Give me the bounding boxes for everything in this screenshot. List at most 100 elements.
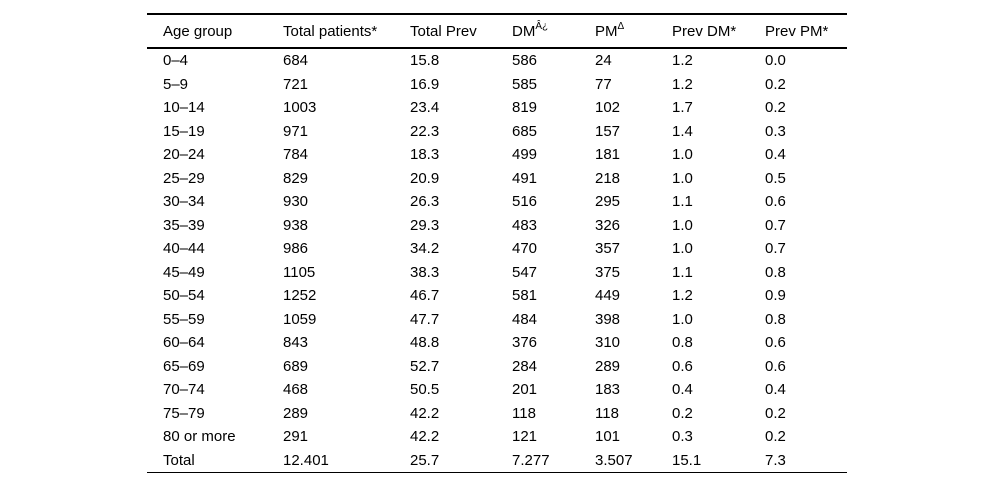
table-cell: 102	[595, 99, 621, 117]
table-cell: 52.7	[410, 357, 440, 375]
table-cell: 1059	[283, 310, 317, 328]
table-cell: 326	[595, 216, 621, 234]
table-cell: 10–14	[163, 99, 205, 117]
table-cell: 581	[512, 287, 538, 305]
column-header-label: Total Prev	[410, 22, 477, 40]
table-cell: 689	[283, 357, 309, 375]
table-cell: 157	[595, 122, 621, 140]
table-cell: 1.0	[672, 169, 693, 187]
table-cell: 398	[595, 310, 621, 328]
table-cell: 16.9	[410, 75, 440, 93]
table-row: 0–4 684 15.8 586 24 1.2 0.0	[147, 48, 847, 73]
table-cell: 15.8	[410, 52, 440, 70]
table-cell: 1003	[283, 99, 317, 117]
table-cell: 1.0	[672, 240, 693, 258]
table-cell: 585	[512, 75, 538, 93]
table-cell: 15.1	[672, 451, 702, 469]
table-cell: 986	[283, 240, 309, 258]
table-cell: 29.3	[410, 216, 440, 234]
table-cell: 930	[283, 193, 309, 211]
table-row: 15–19 971 22.3 685 157 1.4 0.3	[147, 120, 847, 144]
table-cell: 121	[512, 428, 538, 446]
column-header-label: PM	[595, 22, 618, 40]
column-header-label: Total patients*	[283, 22, 378, 40]
table-cell: 80 or more	[163, 428, 236, 446]
table-row: 70–74 468 50.5 201 183 0.4 0.4	[147, 378, 847, 402]
table-cell: 26.3	[410, 193, 440, 211]
table-cell: 0.5	[765, 169, 786, 187]
table-cell: 0.0	[765, 52, 786, 70]
table-cell: 38.3	[410, 263, 440, 281]
table-cell: 0.7	[765, 240, 786, 258]
table-cell: 1.2	[672, 287, 693, 305]
table-row: 40–44 986 34.2 470 357 1.0 0.7	[147, 237, 847, 261]
table-cell: 1.0	[672, 146, 693, 164]
table-cell: 15–19	[163, 122, 205, 140]
table-cell: 24	[595, 52, 612, 70]
table-cell: 0.8	[765, 263, 786, 281]
table-cell: 201	[512, 381, 538, 399]
table-cell: 48.8	[410, 334, 440, 352]
table-cell: 0.2	[765, 75, 786, 93]
table-cell: 218	[595, 169, 621, 187]
age-prevalence-table: Age group Total patients* Total Prev DMÂ¿ PM…	[147, 13, 847, 473]
table-cell: 295	[595, 193, 621, 211]
table-row: 5–9 721 16.9 585 77 1.2 0.2	[147, 73, 847, 97]
table-cell: 0.4	[672, 381, 693, 399]
table-row: 20–24 784 18.3 499 181 1.0 0.4	[147, 143, 847, 167]
table-row: 60–64 843 48.8 376 310 0.8 0.6	[147, 331, 847, 355]
table-cell: 0.7	[765, 216, 786, 234]
table-row: 65–69 689 52.7 284 289 0.6 0.6	[147, 355, 847, 379]
table-cell: 0.2	[765, 99, 786, 117]
table-cell: 484	[512, 310, 538, 328]
table-cell: 376	[512, 334, 538, 352]
total-row: Total 12.401 25.7 7.277 3.507 15.1 7.3	[147, 449, 847, 473]
table-row: 45–49 1105 38.3 547 375 1.1 0.8	[147, 261, 847, 285]
table-cell: 7.277	[512, 451, 550, 469]
table-cell: 1.2	[672, 75, 693, 93]
table-cell: 181	[595, 146, 621, 164]
table-cell: 183	[595, 381, 621, 399]
table-cell: 30–34	[163, 193, 205, 211]
table-cell: 0.9	[765, 287, 786, 305]
column-header-2: Total Prev	[410, 14, 512, 49]
table-cell: 0.4	[765, 146, 786, 164]
table-cell: 819	[512, 99, 538, 117]
table-cell: 470	[512, 240, 538, 258]
table-cell: 50.5	[410, 381, 440, 399]
table-cell: 971	[283, 122, 309, 140]
table-cell: 1.0	[672, 310, 693, 328]
table-cell: 3.507	[595, 451, 633, 469]
column-header-6: Prev PM*	[765, 14, 847, 49]
table-cell: 35–39	[163, 216, 205, 234]
column-header-1: Total patients*	[283, 14, 410, 49]
table-cell: 101	[595, 428, 621, 446]
table-cell: 0.8	[672, 334, 693, 352]
table-cell: 483	[512, 216, 538, 234]
table-cell: 0.6	[765, 334, 786, 352]
table-cell: 938	[283, 216, 309, 234]
table-cell: 0.6	[765, 357, 786, 375]
column-header-5: Prev DM*	[672, 14, 765, 49]
table-cell: 7.3	[765, 451, 786, 469]
column-header-superscript: Δ	[617, 20, 625, 32]
table-cell: 1.1	[672, 263, 693, 281]
table-cell: 20.9	[410, 169, 440, 187]
table-cell: 20–24	[163, 146, 205, 164]
table-cell: 23.4	[410, 99, 440, 117]
table-cell: 25.7	[410, 451, 440, 469]
table-cell: 499	[512, 146, 538, 164]
column-header-label: Age group	[163, 22, 233, 40]
column-header-0: Age group	[147, 14, 283, 49]
table-cell: 34.2	[410, 240, 440, 258]
table-cell: 0.8	[765, 310, 786, 328]
table-cell: 1.7	[672, 99, 693, 117]
column-header-4: PMΔ	[595, 14, 672, 49]
table-body: 0–4 684 15.8 586 24 1.2 0.0 5–9 721 16.9 585 77 1.2 0…	[147, 48, 847, 473]
table-row: 80 or more 291 42.2 121 101 0.3 0.2	[147, 425, 847, 449]
table-cell: 1.4	[672, 122, 693, 140]
table-cell: 310	[595, 334, 621, 352]
column-header-label: Prev PM*	[765, 22, 829, 40]
table-cell: 0–4	[163, 52, 189, 70]
table-cell: 0.2	[765, 428, 786, 446]
